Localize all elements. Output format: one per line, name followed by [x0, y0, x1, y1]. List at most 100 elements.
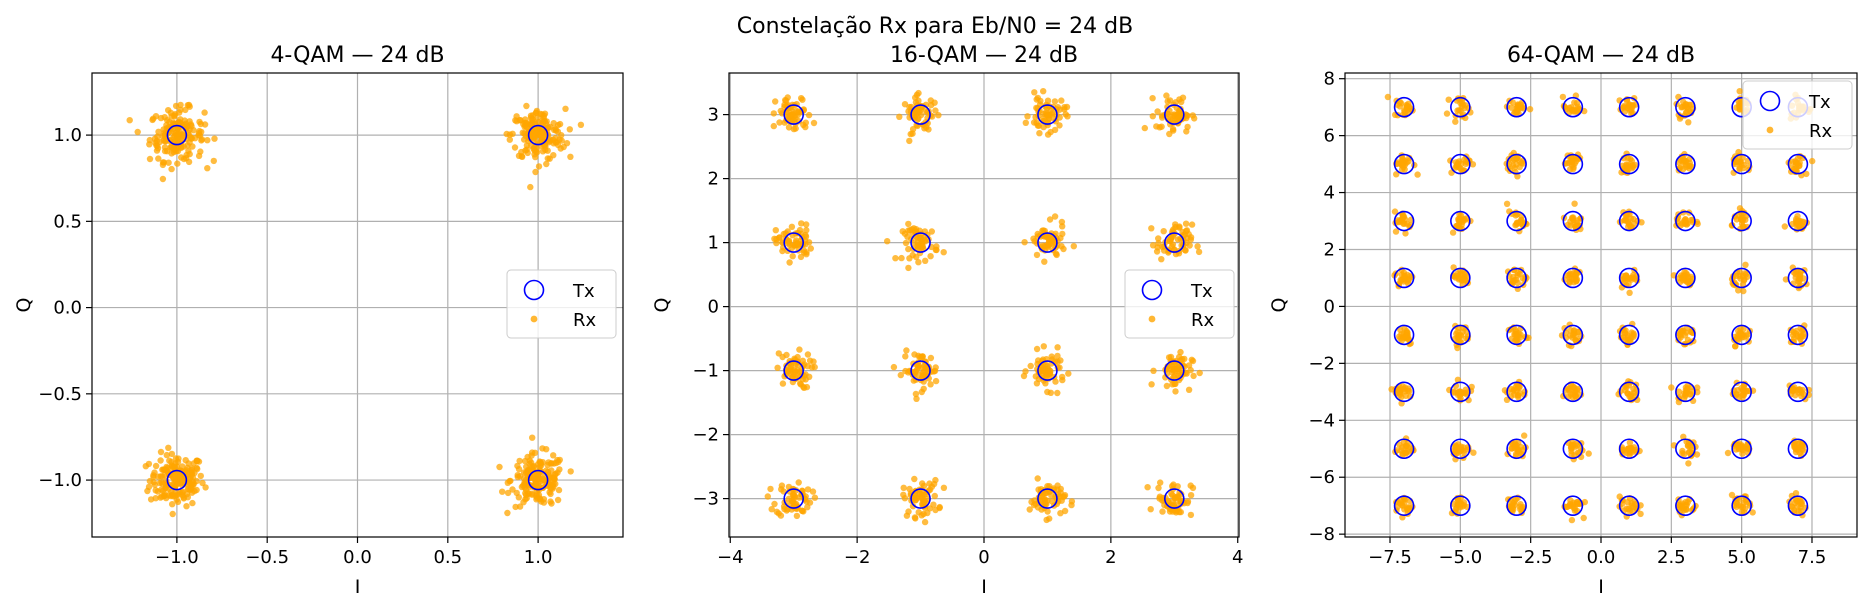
rx-point [1735, 336, 1742, 343]
rx-point [1406, 103, 1413, 111]
rx-point [1453, 505, 1460, 512]
tx-point [1731, 438, 1752, 460]
rx-point [903, 512, 911, 519]
rx-point [516, 503, 524, 510]
rx-point [932, 377, 940, 385]
rx-point [915, 89, 922, 97]
rx-point [1735, 148, 1742, 156]
rx-point [1027, 362, 1034, 370]
rx-point [1796, 440, 1803, 447]
rx-point [1462, 386, 1470, 393]
rx-point [1185, 386, 1193, 393]
rx-point [780, 230, 787, 238]
rx-point [1516, 383, 1523, 390]
rx-point [1511, 277, 1518, 284]
legend: Tx Rx [506, 269, 617, 339]
rx-point [204, 137, 211, 144]
tx-point [910, 104, 931, 125]
rx-point [563, 140, 571, 147]
rx-point [1455, 333, 1462, 341]
tx-point [1037, 360, 1058, 381]
tx-point [910, 360, 931, 381]
rx-point [921, 518, 929, 526]
rx-point [509, 486, 516, 493]
rx-point [906, 255, 913, 262]
rx-point [919, 480, 926, 487]
legend-rx-label: Rx [573, 310, 597, 331]
x-tick-label: −5.0 [1438, 547, 1482, 568]
rx-point [1149, 95, 1156, 102]
legend-rx-label: Rx [1809, 121, 1833, 142]
tx-point [1675, 438, 1696, 460]
rx-point [797, 380, 804, 387]
tx-point [1618, 267, 1640, 289]
rx-point [1682, 384, 1690, 391]
rx-point [897, 371, 904, 379]
rx-point [1638, 219, 1645, 226]
rx-point [1515, 394, 1522, 401]
rx-point [1181, 355, 1188, 363]
tx-point [1450, 153, 1471, 175]
rx-point [1782, 276, 1790, 283]
rx-point [1685, 119, 1692, 126]
rx-point [1796, 276, 1804, 283]
tx-point [1675, 381, 1696, 403]
legend-tx-marker [1141, 279, 1163, 301]
rx-point [201, 109, 208, 116]
tx-point [783, 360, 805, 381]
rx-point [796, 346, 803, 353]
rx-point [1398, 161, 1405, 169]
rx-point [914, 116, 921, 123]
rx-point [1625, 505, 1632, 512]
rx-point [1508, 445, 1516, 452]
tx-point [166, 124, 188, 146]
tx-point [1562, 96, 1584, 118]
rx-point [566, 126, 573, 133]
x-axis-label: I [355, 576, 361, 598]
tx-point [1618, 210, 1640, 232]
tx-point [1450, 495, 1471, 516]
rx-point [521, 136, 528, 143]
rx-point [1585, 450, 1592, 457]
rx-point [1164, 503, 1171, 510]
legend: Tx Rx [1742, 80, 1853, 150]
rx-point [1187, 366, 1194, 374]
y-tick-label: 1.0 [53, 125, 82, 146]
rx-point [795, 479, 802, 486]
rx-point [1503, 200, 1511, 207]
rx-point [1521, 432, 1528, 439]
rx-point [155, 155, 162, 162]
rx-point [1668, 384, 1675, 391]
rx-point [912, 497, 919, 504]
rx-point [146, 155, 154, 163]
rx-point [803, 227, 810, 234]
rx-point [524, 468, 532, 475]
rx-point [1789, 385, 1796, 392]
rx-point [1628, 157, 1636, 165]
rx-point [548, 500, 555, 507]
rx-point [1625, 382, 1633, 389]
rx-point [1687, 390, 1694, 398]
rx-point [935, 112, 942, 119]
x-tick-label: 2 [1105, 547, 1116, 568]
rx-point [168, 143, 175, 150]
y-tick-label: −2 [692, 425, 719, 446]
rx-point [518, 153, 525, 160]
panel-2: −4 −2 0 2 4 −3 −2 −1 0 1 2 3 16-QAM — 24 dB I Q Tx Rx [651, 43, 1243, 598]
rx-point [1056, 122, 1063, 129]
rx-point [1735, 287, 1742, 294]
rx-point [193, 464, 200, 472]
rx-point [776, 234, 783, 241]
rx-point [146, 136, 153, 144]
rx-point [1728, 491, 1736, 499]
y-tick-label: 0 [1324, 296, 1335, 317]
rx-point [197, 120, 204, 128]
legend-rx-label: Rx [1191, 310, 1215, 331]
x-tick-label: −2.5 [1509, 547, 1553, 568]
rx-point [777, 512, 785, 519]
rx-point [1183, 128, 1190, 135]
rx-point [918, 237, 925, 244]
rx-point [936, 504, 943, 512]
rx-point [525, 490, 532, 498]
